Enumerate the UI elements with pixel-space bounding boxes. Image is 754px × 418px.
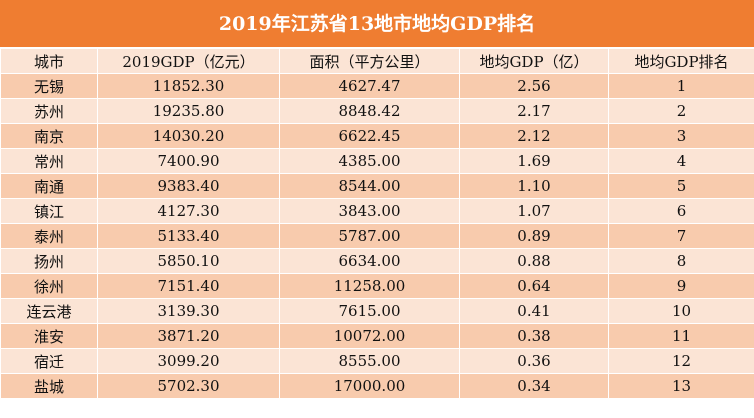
cell-gdp: 5850.10 — [97, 248, 280, 274]
cell-gdp: 3871.20 — [97, 323, 280, 349]
table-row: 连云港 3139.30 7615.00 0.41 10 — [0, 298, 754, 324]
cell-gdp: 9383.40 — [97, 173, 280, 199]
header-row: 城市 2019GDP（亿元） 面积（平方公里） 地均GDP（亿） 地均GDP排名 — [0, 48, 754, 74]
cell-gdp: 5133.40 — [97, 223, 280, 249]
cell-area: 4385.00 — [279, 148, 460, 174]
cell-area: 7615.00 — [279, 298, 460, 324]
cell-area: 5787.00 — [279, 223, 460, 249]
cell-rank: 6 — [608, 198, 754, 224]
cell-gdp-per-area: 2.56 — [459, 73, 609, 99]
cell-city: 扬州 — [0, 248, 98, 274]
cell-gdp: 14030.20 — [97, 123, 280, 149]
cell-area: 6634.00 — [279, 248, 460, 274]
cell-gdp-per-area: 0.36 — [459, 348, 609, 374]
table-row: 泰州 5133.40 5787.00 0.89 7 — [0, 223, 754, 249]
cell-rank: 7 — [608, 223, 754, 249]
table-title: 2019年江苏省13地市地均GDP排名 — [0, 0, 754, 48]
cell-city: 泰州 — [0, 223, 98, 249]
cell-city: 常州 — [0, 148, 98, 174]
cell-gdp: 3099.20 — [97, 348, 280, 374]
cell-area: 3843.00 — [279, 198, 460, 224]
cell-city: 宿迁 — [0, 348, 98, 374]
cell-city: 无锡 — [0, 73, 98, 99]
cell-rank: 5 — [608, 173, 754, 199]
cell-rank: 12 — [608, 348, 754, 374]
table-row: 盐城 5702.30 17000.00 0.34 13 — [0, 373, 754, 399]
cell-city: 南通 — [0, 173, 98, 199]
header-city: 城市 — [0, 48, 98, 74]
cell-gdp-per-area: 0.88 — [459, 248, 609, 274]
table-row: 南通 9383.40 8544.00 1.10 5 — [0, 173, 754, 199]
cell-rank: 9 — [608, 273, 754, 299]
cell-gdp-per-area: 2.12 — [459, 123, 609, 149]
table-row: 徐州 7151.40 11258.00 0.64 9 — [0, 273, 754, 299]
cell-gdp-per-area: 0.89 — [459, 223, 609, 249]
header-rank: 地均GDP排名 — [608, 48, 754, 74]
cell-city: 淮安 — [0, 323, 98, 349]
cell-area: 10072.00 — [279, 323, 460, 349]
header-gdp-per-area: 地均GDP（亿） — [459, 48, 609, 74]
cell-rank: 10 — [608, 298, 754, 324]
table-body: 无锡 11852.30 4627.47 2.56 1 苏州 19235.80 8848.42 2… — [0, 73, 754, 399]
cell-city: 苏州 — [0, 98, 98, 124]
table-row: 南京 14030.20 6622.45 2.12 3 — [0, 123, 754, 149]
cell-gdp: 7151.40 — [97, 273, 280, 299]
cell-gdp-per-area: 0.38 — [459, 323, 609, 349]
table-row: 无锡 11852.30 4627.47 2.56 1 — [0, 73, 754, 99]
cell-area: 8544.00 — [279, 173, 460, 199]
cell-rank: 1 — [608, 73, 754, 99]
cell-city: 镇江 — [0, 198, 98, 224]
table-row: 苏州 19235.80 8848.42 2.17 2 — [0, 98, 754, 124]
cell-gdp-per-area: 2.17 — [459, 98, 609, 124]
cell-rank: 2 — [608, 98, 754, 124]
cell-gdp-per-area: 0.34 — [459, 373, 609, 399]
cell-area: 11258.00 — [279, 273, 460, 299]
cell-gdp-per-area: 1.07 — [459, 198, 609, 224]
cell-rank: 8 — [608, 248, 754, 274]
header-area: 面积（平方公里） — [279, 48, 460, 74]
cell-gdp-per-area: 0.64 — [459, 273, 609, 299]
cell-gdp: 19235.80 — [97, 98, 280, 124]
cell-area: 8848.42 — [279, 98, 460, 124]
cell-gdp-per-area: 0.41 — [459, 298, 609, 324]
cell-city: 徐州 — [0, 273, 98, 299]
cell-city: 南京 — [0, 123, 98, 149]
table-row: 镇江 4127.30 3843.00 1.07 6 — [0, 198, 754, 224]
cell-gdp: 4127.30 — [97, 198, 280, 224]
table-row: 宿迁 3099.20 8555.00 0.36 12 — [0, 348, 754, 374]
cell-city: 连云港 — [0, 298, 98, 324]
cell-gdp: 11852.30 — [97, 73, 280, 99]
cell-city: 盐城 — [0, 373, 98, 399]
table-row: 淮安 3871.20 10072.00 0.38 11 — [0, 323, 754, 349]
cell-gdp: 3139.30 — [97, 298, 280, 324]
cell-area: 17000.00 — [279, 373, 460, 399]
cell-gdp-per-area: 1.10 — [459, 173, 609, 199]
cell-area: 6622.45 — [279, 123, 460, 149]
cell-area: 4627.47 — [279, 73, 460, 99]
cell-rank: 11 — [608, 323, 754, 349]
cell-area: 8555.00 — [279, 348, 460, 374]
cell-rank: 4 — [608, 148, 754, 174]
cell-gdp: 5702.30 — [97, 373, 280, 399]
header-gdp: 2019GDP（亿元） — [97, 48, 280, 74]
cell-rank: 3 — [608, 123, 754, 149]
cell-rank: 13 — [608, 373, 754, 399]
table-row: 扬州 5850.10 6634.00 0.88 8 — [0, 248, 754, 274]
cell-gdp: 7400.90 — [97, 148, 280, 174]
cell-gdp-per-area: 1.69 — [459, 148, 609, 174]
gdp-table: 城市 2019GDP（亿元） 面积（平方公里） 地均GDP（亿） 地均GDP排名… — [0, 48, 754, 399]
table-row: 常州 7400.90 4385.00 1.69 4 — [0, 148, 754, 174]
